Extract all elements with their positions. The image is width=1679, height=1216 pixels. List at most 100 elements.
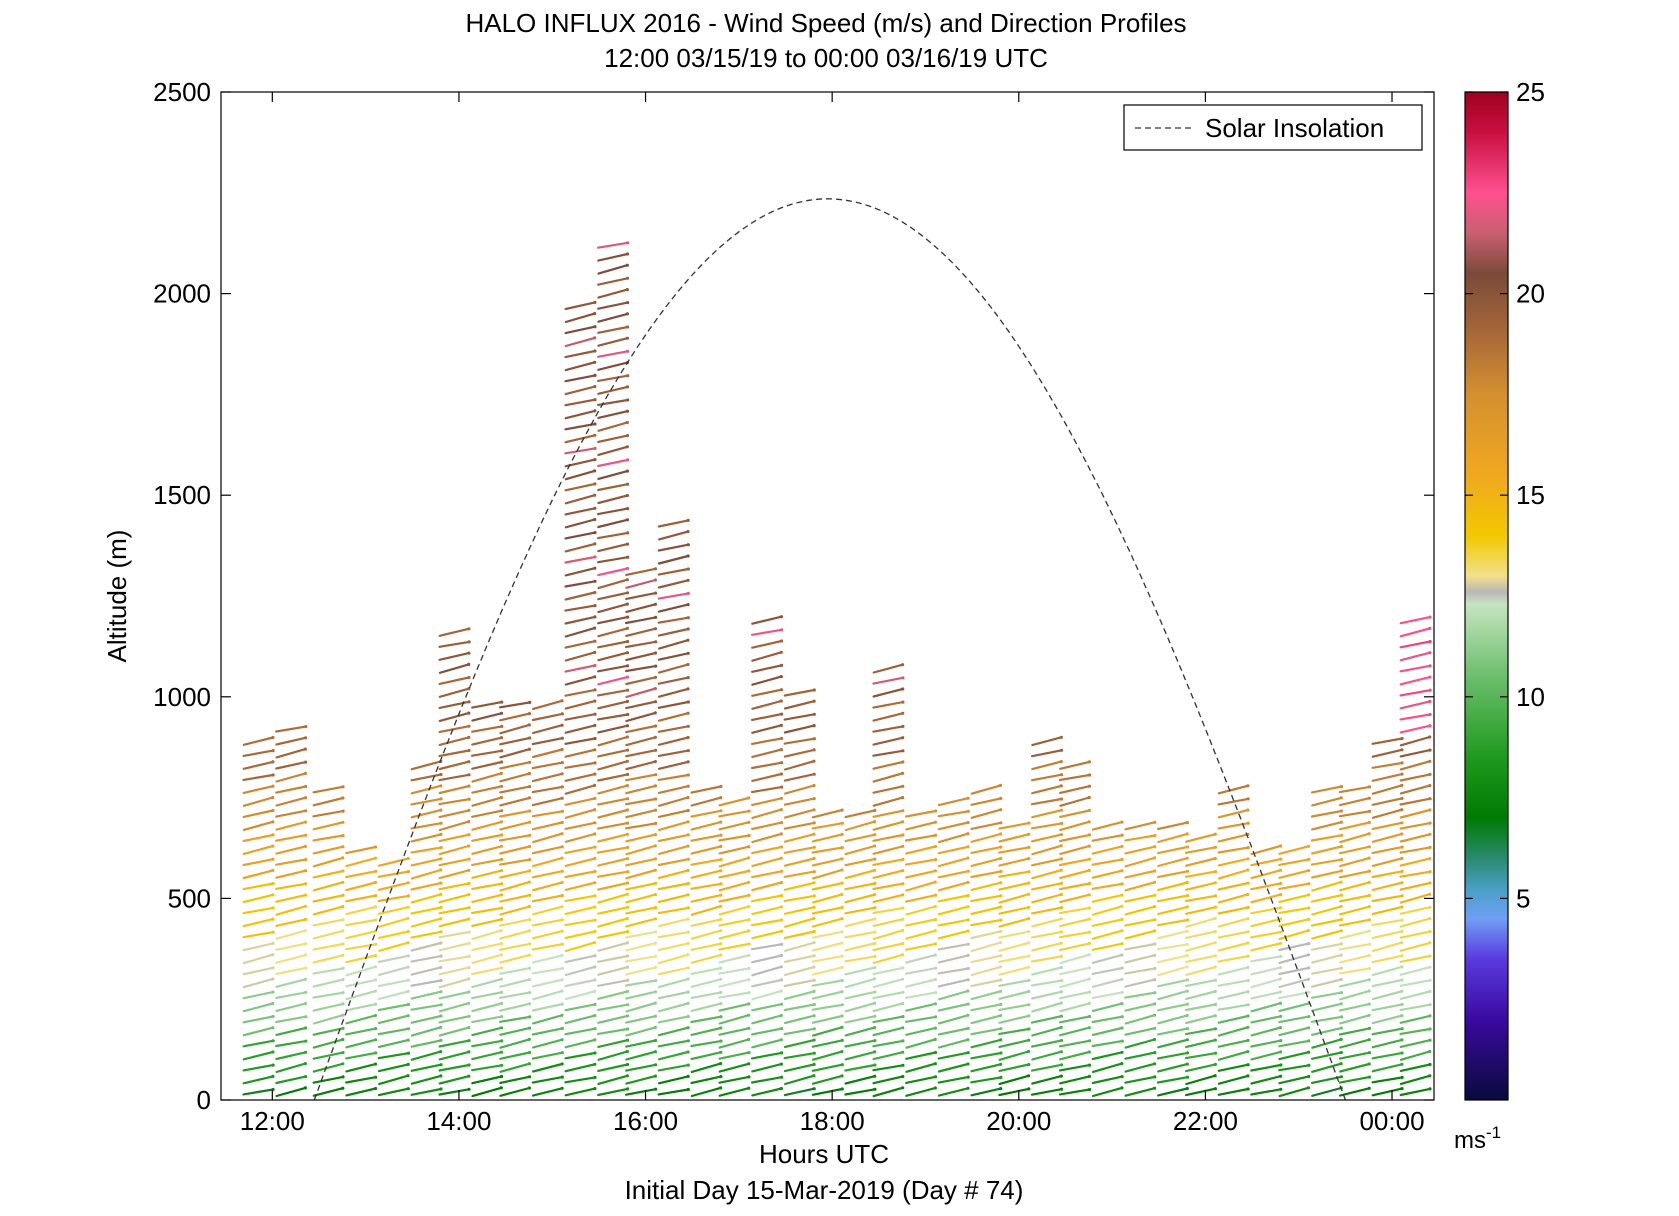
wind-vector-head xyxy=(467,1026,471,1030)
wind-vector-head xyxy=(1246,905,1250,910)
wind-vector-head xyxy=(812,737,816,741)
wind-vector-head xyxy=(1279,966,1283,970)
wind-vector xyxy=(1371,954,1404,964)
wind-vector xyxy=(499,1062,531,1073)
wind-vector-head xyxy=(1213,1074,1217,1078)
wind-vector xyxy=(564,325,597,335)
wind-vector-head xyxy=(1400,1051,1404,1055)
wind-vector-head xyxy=(1428,651,1432,655)
wind-vector xyxy=(531,737,564,746)
wind-vector xyxy=(657,760,690,770)
wind-vector xyxy=(1124,845,1156,855)
wind-vector xyxy=(905,1051,937,1060)
wind-vector xyxy=(1031,1074,1063,1085)
wind-vector xyxy=(597,784,629,795)
wind-vector-head xyxy=(593,761,597,765)
wind-vector-head xyxy=(1400,796,1404,801)
wind-vector-head xyxy=(1087,1026,1091,1030)
wind-vector-head xyxy=(873,1063,877,1067)
wind-vector xyxy=(471,749,503,757)
wind-vector-head xyxy=(1428,735,1432,739)
wind-vector xyxy=(657,785,690,795)
wind-vector xyxy=(1250,869,1282,880)
wind-vector-head xyxy=(373,1013,377,1018)
wind-vector-head xyxy=(626,615,630,619)
wind-vector-head xyxy=(374,918,378,922)
wind-vector xyxy=(377,930,410,940)
wind-vector xyxy=(657,917,690,928)
wind-vector xyxy=(564,469,596,481)
wind-vector-head xyxy=(1213,1027,1218,1031)
wind-vector xyxy=(564,870,597,879)
wind-vector xyxy=(1250,917,1282,928)
wind-vector xyxy=(624,773,657,782)
wind-vector xyxy=(597,808,629,819)
wind-vector-head xyxy=(653,711,657,715)
wind-vector-head xyxy=(593,639,597,643)
wind-vector-head xyxy=(840,868,844,872)
wind-vector xyxy=(597,1074,629,1086)
x-tick-label: 16:00 xyxy=(613,1106,678,1136)
wind-vector-head xyxy=(653,1050,658,1054)
wind-vector xyxy=(690,1086,722,1098)
wind-vector xyxy=(1058,858,1091,867)
wind-vector-head xyxy=(719,882,723,886)
wind-vector-head xyxy=(1246,1063,1250,1067)
wind-vector xyxy=(597,881,629,891)
wind-vector xyxy=(998,881,1030,891)
wind-vector xyxy=(378,1014,410,1025)
wind-vector-head xyxy=(1213,894,1218,898)
wind-vector-head xyxy=(1059,844,1063,848)
wind-vector xyxy=(1338,1075,1371,1084)
wind-vector xyxy=(1031,1026,1063,1037)
wind-vector-head xyxy=(626,555,630,559)
wind-vector-head xyxy=(625,626,630,631)
wind-vector-head xyxy=(1059,857,1063,861)
wind-vector xyxy=(690,929,722,940)
wind-vector-head xyxy=(966,1013,970,1017)
wind-vector-head xyxy=(654,664,658,668)
wind-vector-head xyxy=(304,857,308,862)
wind-vector xyxy=(242,796,274,807)
wind-vector xyxy=(1371,761,1404,769)
wind-vector-head xyxy=(653,917,658,921)
wind-vector-head xyxy=(812,1027,816,1031)
wind-vector-head xyxy=(625,832,630,836)
wind-vector-head xyxy=(1428,881,1432,885)
wind-vector xyxy=(1278,845,1310,855)
wind-vector xyxy=(1371,930,1404,940)
wind-vector-head xyxy=(626,349,630,353)
wind-vector-head xyxy=(1400,941,1404,945)
wind-vector xyxy=(937,954,970,964)
wind-vector-head xyxy=(593,1002,597,1007)
wind-vector xyxy=(410,979,443,987)
wind-vector-head xyxy=(840,1025,844,1029)
wind-vector-head xyxy=(406,1014,410,1018)
wind-vector-head xyxy=(1367,918,1371,922)
wind-vector-head xyxy=(686,760,690,764)
wind-vector-head xyxy=(812,797,816,801)
wind-vector-head xyxy=(406,929,410,934)
wind-vector-head xyxy=(779,905,784,909)
wind-vector xyxy=(657,543,690,552)
wind-vector-head xyxy=(999,869,1003,874)
wind-vector-head xyxy=(625,602,629,606)
wind-vector xyxy=(751,905,783,916)
wind-vector xyxy=(345,1062,377,1073)
wind-vector xyxy=(1030,1015,1063,1024)
wind-vector-head xyxy=(719,784,723,789)
wind-vector-head xyxy=(500,882,504,886)
wind-vector-head xyxy=(500,990,504,994)
wind-vector xyxy=(844,869,876,880)
wind-vector xyxy=(564,1087,597,1097)
wind-vector-head xyxy=(933,869,938,873)
wind-vector-head xyxy=(626,458,630,462)
wind-vector-head xyxy=(1339,953,1343,957)
wind-vector xyxy=(1371,1003,1404,1012)
wind-vector-head xyxy=(780,628,784,632)
wind-vector xyxy=(1250,966,1282,976)
wind-vector-head xyxy=(1339,858,1344,862)
wind-vector xyxy=(1250,1050,1282,1061)
wind-vector xyxy=(718,894,751,903)
wind-vector xyxy=(750,785,783,794)
